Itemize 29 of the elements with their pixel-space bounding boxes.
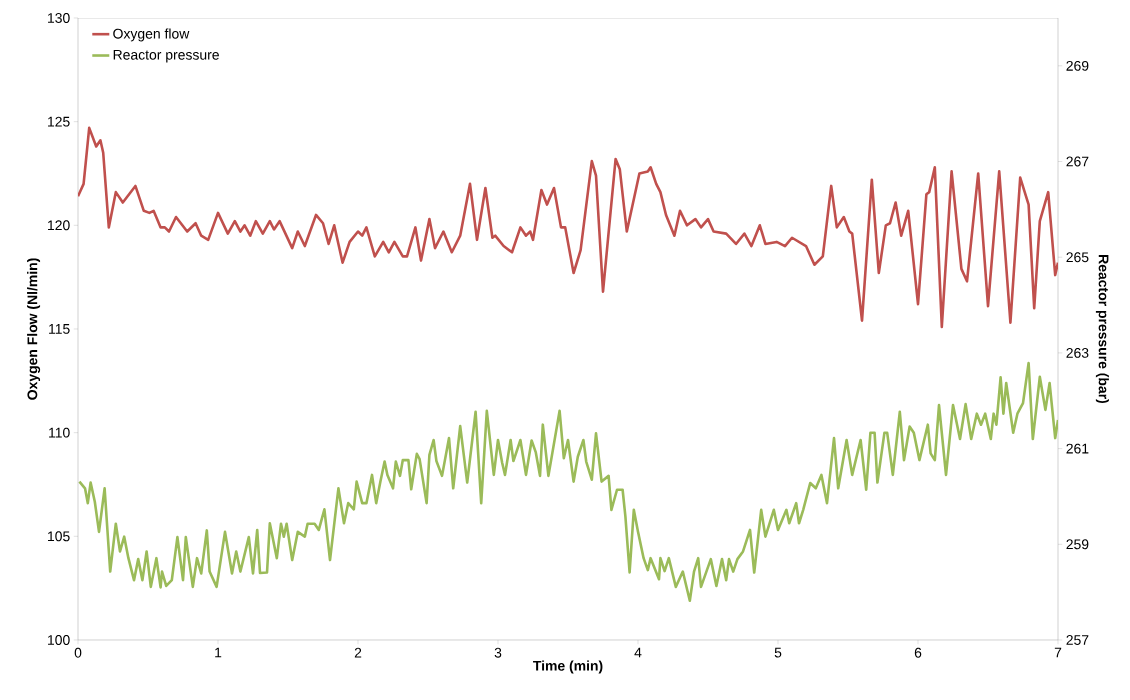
x-tick-label: 5 [774, 647, 782, 658]
x-axis-title: Time (min) [533, 660, 603, 674]
x-tick-label: 4 [634, 647, 642, 658]
y-tick-label: 105 [48, 531, 70, 542]
x-tick-label: 2 [354, 647, 362, 658]
y-tick-label: 110 [49, 427, 70, 438]
y2-axis-title: Reactor pressure (bar) [1095, 255, 1109, 404]
line-series [78, 126, 1059, 329]
x-tick-label: 7 [1054, 647, 1062, 658]
y2-tick-label: 263 [1066, 347, 1089, 358]
y2-tick-label: 267 [1066, 156, 1089, 167]
y2-tick-label: 257 [1066, 635, 1089, 645]
y2-tick-label: 269 [1066, 60, 1089, 71]
y-tick-label: 130 [48, 13, 70, 23]
y-tick-label: 125 [48, 116, 70, 127]
y-axis-title: Oxygen Flow (Nl/min) [27, 258, 41, 400]
y-tick-label: 115 [49, 324, 70, 334]
y-tick-label: 100 [48, 635, 70, 645]
x-tick-label: 0 [74, 647, 82, 658]
legend-label: Oxygen flow [113, 28, 190, 42]
y-tick-label: 120 [48, 220, 70, 231]
y2-tick-label: 265 [1066, 252, 1089, 263]
y2-tick-label: 259 [1066, 539, 1089, 550]
x-tick-label: 6 [914, 647, 922, 658]
legend-label: Reactor pressure [113, 49, 219, 63]
x-tick-label: 3 [494, 647, 502, 658]
line-series [78, 361, 1059, 603]
y2-tick-label: 261 [1066, 443, 1089, 454]
x-tick-label: 1 [215, 647, 222, 658]
